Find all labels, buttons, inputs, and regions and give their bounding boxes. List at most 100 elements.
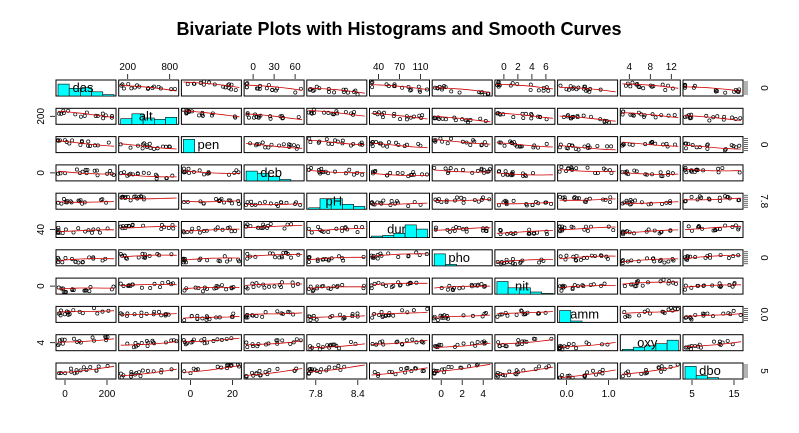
scatter-point <box>716 166 721 171</box>
panel-frame <box>369 192 430 210</box>
panel-dur-das <box>55 221 117 238</box>
scatter-point <box>93 113 98 118</box>
scatter-point <box>560 228 565 233</box>
bottom-tick-label: 1.0 <box>602 389 616 400</box>
smooth-curve <box>308 110 365 117</box>
scatter-point <box>736 89 741 94</box>
scatter-point <box>166 280 171 285</box>
scatter-point <box>567 373 572 378</box>
scatter-point <box>506 172 510 177</box>
right-tick-label: 0.0 <box>758 307 769 321</box>
smooth-curve <box>684 144 742 150</box>
panel-pen-pho <box>431 136 493 154</box>
smooth-curve <box>308 315 365 319</box>
scatter-point <box>692 170 697 174</box>
scatter-point <box>182 200 186 204</box>
scatter-point <box>338 312 342 317</box>
scatter-point <box>257 86 262 91</box>
scatter-point <box>524 339 529 344</box>
scatter-point <box>191 337 196 342</box>
scatter-point <box>544 117 549 122</box>
smooth-curve <box>496 202 553 205</box>
smooth-curve <box>246 283 303 286</box>
scatter-point <box>598 253 603 258</box>
histogram-bar <box>655 343 668 352</box>
smooth-curve <box>120 341 177 346</box>
smooth-curve <box>622 229 679 234</box>
scatter-point <box>139 341 144 345</box>
scatter-point <box>482 170 486 175</box>
panel-frame <box>55 221 117 238</box>
scatter-point <box>444 199 449 204</box>
scatter-point <box>65 198 70 203</box>
scatter-point <box>435 318 440 322</box>
smooth-curve <box>496 172 553 176</box>
scatter-point <box>195 367 200 372</box>
smooth-curve <box>57 338 115 343</box>
scatter-point <box>649 201 654 206</box>
scatter-point <box>434 225 439 230</box>
scatter-point <box>666 113 671 118</box>
histogram-bar <box>353 206 366 210</box>
scatter-point <box>73 259 78 264</box>
scatter-point <box>347 167 352 172</box>
scatter-point <box>482 284 487 289</box>
scatter-point <box>588 114 593 119</box>
scatter-point <box>78 114 83 119</box>
smooth-curve <box>120 173 177 178</box>
scatter-point <box>360 172 365 177</box>
smooth-curve <box>246 312 303 316</box>
panel-frame <box>369 305 430 323</box>
smooth-curve <box>622 201 679 204</box>
right-tick-label: 0 <box>758 255 769 261</box>
scatter-point <box>291 283 296 288</box>
scatter-point <box>280 116 285 121</box>
scatter-point <box>373 169 378 173</box>
scatter-point <box>182 340 187 345</box>
scatter-point <box>228 198 233 203</box>
smooth-curve <box>559 115 616 122</box>
panel-alt-dbo <box>682 107 744 125</box>
panel-deb-dbo <box>682 164 744 182</box>
scatter-point <box>557 224 562 229</box>
scatter-point <box>236 170 241 175</box>
scatter-point <box>334 226 339 231</box>
panel-deb-pho <box>431 164 493 182</box>
scatter-point <box>370 315 375 320</box>
histogram-bar <box>279 179 292 182</box>
scatter-point <box>396 142 401 147</box>
scatter-point <box>650 112 655 117</box>
panel-frame <box>55 362 117 380</box>
panel-frame <box>243 136 305 154</box>
scatter-point <box>321 170 326 175</box>
scatter-point <box>186 166 191 171</box>
panel-frame <box>682 221 744 238</box>
scatter-point <box>57 338 62 343</box>
scatter-point <box>88 365 93 370</box>
scatter-point <box>455 195 460 200</box>
panel-pH-deb <box>243 192 305 210</box>
histogram-bar <box>559 310 572 323</box>
scatter-point <box>306 226 311 231</box>
bottom-tick-label: 0.0 <box>560 389 574 400</box>
panel-amm-oxy <box>619 305 681 323</box>
scatter-point <box>715 114 720 119</box>
scatter-point <box>625 314 630 318</box>
bottom-tick-label: 20 <box>227 389 239 400</box>
panel-oxy-amm <box>557 334 619 352</box>
scatter-point <box>219 365 224 370</box>
scatter-point <box>182 318 187 323</box>
panel-amm-nit <box>494 305 556 323</box>
panel-frame <box>180 192 242 210</box>
top-tick-label: 800 <box>161 62 178 73</box>
panel-pH-das <box>55 192 117 210</box>
panel-pho-nit <box>494 249 556 267</box>
scatter-point <box>697 224 702 229</box>
scatter-point <box>164 176 169 180</box>
scatter-point <box>338 367 343 372</box>
scatter-point <box>369 286 374 291</box>
scatter-point <box>731 308 736 313</box>
scatter-point <box>562 195 567 200</box>
scatter-point <box>137 370 142 375</box>
scatter-point <box>103 335 108 340</box>
